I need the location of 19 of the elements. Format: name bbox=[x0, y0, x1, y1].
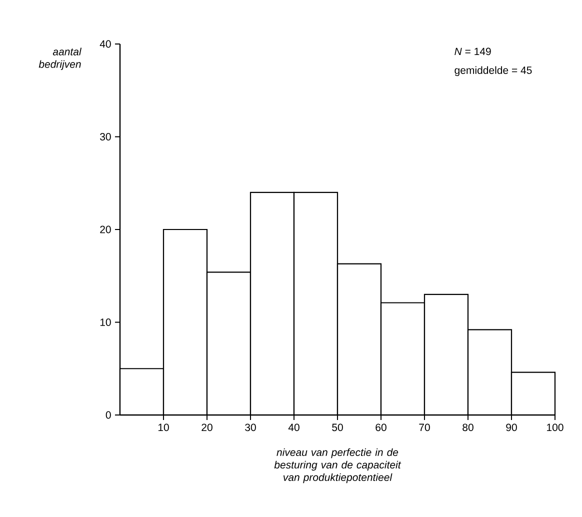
x-tick-label: 30 bbox=[245, 424, 256, 432]
x-tick-label: 10 bbox=[158, 424, 169, 432]
x-tick-label: 50 bbox=[332, 424, 343, 432]
x-tick-label: 20 bbox=[202, 424, 212, 432]
x-tick-label: 60 bbox=[376, 424, 386, 432]
annotation: gemiddelde = 45 bbox=[454, 66, 532, 76]
x-tick-label: 40 bbox=[288, 424, 300, 432]
y-tick-label: 40 bbox=[100, 40, 111, 48]
x-tick-label: 70 bbox=[419, 424, 430, 432]
y-axis-title: aantal bedrijven bbox=[38, 48, 82, 70]
y-tick-label: 10 bbox=[100, 318, 111, 326]
y-tick-label: 20 bbox=[100, 226, 111, 234]
x-tick-label: 90 bbox=[506, 424, 517, 432]
annotation: N = 149 bbox=[454, 48, 491, 56]
y-tick-label: 30 bbox=[100, 133, 111, 140]
y-tick-label: 0 bbox=[106, 411, 111, 419]
x-tick-label: 80 bbox=[462, 424, 474, 432]
x-tick-label: 100 bbox=[547, 424, 564, 432]
x-axis-title: niveau van perfectie in de besturing van de capaciteit van produktiepotentieel bbox=[274, 448, 402, 484]
